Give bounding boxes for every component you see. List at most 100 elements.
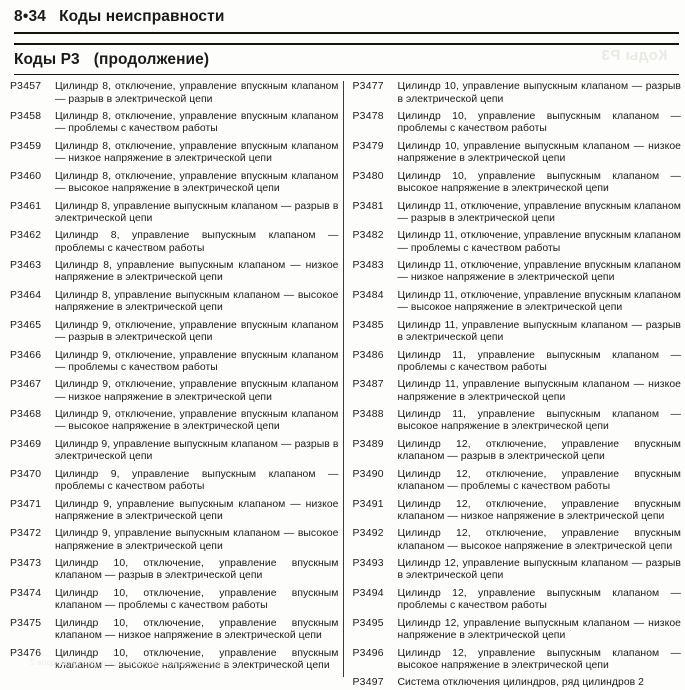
code-description: Цилиндр 11, отключение, управление впуск… bbox=[398, 290, 682, 314]
section-band: Коды Р3(продолжение) bbox=[14, 41, 679, 74]
code-id: P3497 bbox=[353, 677, 398, 689]
code-id: P3491 bbox=[353, 499, 398, 511]
code-id: P3462 bbox=[10, 230, 55, 242]
code-description: Цилиндр 8, отключение, управление впускн… bbox=[55, 111, 339, 135]
code-id: P3460 bbox=[10, 171, 55, 183]
section-rule-above bbox=[14, 43, 679, 45]
code-id: P3478 bbox=[353, 111, 398, 123]
code-id: P3489 bbox=[353, 439, 398, 451]
code-description: Цилиндр 12, отключение, управление впуск… bbox=[398, 469, 682, 493]
code-id: P3474 bbox=[10, 588, 55, 600]
code-id: P3475 bbox=[10, 618, 55, 630]
code-description: Цилиндр 8, отключение, управление впускн… bbox=[55, 81, 339, 105]
code-description: Цилиндр 12, отключение, управление впуск… bbox=[398, 528, 682, 552]
code-id: P3458 bbox=[10, 111, 55, 123]
code-id: P3461 bbox=[10, 201, 55, 213]
code-id: P3467 bbox=[10, 379, 55, 391]
code-id: P3468 bbox=[10, 409, 55, 421]
code-description: Цилиндр 9, отключение, управление впускн… bbox=[55, 409, 339, 433]
code-id: P3476 bbox=[10, 648, 55, 660]
code-description: Цилиндр 12, управление выпускным клапано… bbox=[398, 618, 682, 642]
code-description: Цилиндр 12, управление выпускным клапано… bbox=[398, 648, 682, 672]
section-rule-below bbox=[14, 74, 679, 76]
section-heading-label: Коды Р3 bbox=[14, 51, 80, 68]
code-description: Цилиндр 11, управление выпускным клапано… bbox=[398, 320, 682, 344]
code-id: P3469 bbox=[10, 439, 55, 451]
code-description: Цилиндр 9, управление выпускным клапаном… bbox=[55, 439, 339, 463]
code-id: P3486 bbox=[353, 350, 398, 362]
code-description: Цилиндр 10, управление выпускным клапано… bbox=[398, 171, 682, 195]
page-number: 8•34 bbox=[14, 8, 46, 26]
code-description: Цилиндр 10, отключение, управление впуск… bbox=[55, 588, 339, 612]
code-description: Цилиндр 9, отключение, управление впускн… bbox=[55, 320, 339, 344]
page-title: Коды неисправности bbox=[59, 8, 224, 26]
code-description: Цилиндр 11, управление выпускным клапано… bbox=[398, 409, 682, 433]
code-id: P3473 bbox=[10, 558, 55, 570]
code-id: P3466 bbox=[10, 350, 55, 362]
code-id: P3479 bbox=[353, 141, 398, 153]
code-description: Цилиндр 11, отключение, управление впуск… bbox=[398, 260, 682, 284]
code-description: Цилиндр 9, управление выпускным клапаном… bbox=[55, 499, 339, 523]
code-description: Цилиндр 9, отключение, управление впускн… bbox=[55, 379, 339, 403]
section-heading: Коды Р3(продолжение) bbox=[14, 51, 679, 69]
code-description: Цилиндр 12, управление выпускным клапано… bbox=[398, 588, 682, 612]
code-id: P3477 bbox=[353, 81, 398, 93]
code-description: Цилиндр 12, отключение, управление впуск… bbox=[398, 499, 682, 523]
code-description: Цилиндр 9, отключение, управление впускн… bbox=[55, 350, 339, 374]
code-description: Цилиндр 12, управление выпускным клапано… bbox=[398, 558, 682, 582]
code-description: Цилиндр 11, управление выпускным клапано… bbox=[398, 350, 682, 374]
code-description: Система отключения цилиндров, ряд цилинд… bbox=[398, 677, 682, 689]
code-description: Цилиндр 10, управление выпускным клапано… bbox=[398, 141, 682, 165]
code-id: P3488 bbox=[353, 409, 398, 421]
code-id: P3494 bbox=[353, 588, 398, 600]
code-id: P3463 bbox=[10, 260, 55, 272]
code-description: Цилиндр 8, управление выпускным клапаном… bbox=[55, 230, 339, 254]
code-id: P3492 bbox=[353, 528, 398, 540]
code-id: P3465 bbox=[10, 320, 55, 332]
code-description: Цилиндр 10, отключение, управление впуск… bbox=[55, 618, 339, 642]
code-id: P3464 bbox=[10, 290, 55, 302]
section-heading-continuation: (продолжение) bbox=[80, 51, 209, 68]
code-description: Цилиндр 10, управление выпускным клапано… bbox=[398, 81, 682, 105]
code-id: P3481 bbox=[353, 201, 398, 213]
code-id: P3493 bbox=[353, 558, 398, 570]
code-description: Цилиндр 10, отключение, управление впуск… bbox=[55, 648, 339, 672]
code-id: P3472 bbox=[10, 528, 55, 540]
code-description: Цилиндр 11, отключение, управление впуск… bbox=[398, 201, 682, 225]
code-id: P3459 bbox=[10, 141, 55, 153]
code-id: P3480 bbox=[353, 171, 398, 183]
code-id: P3457 bbox=[10, 81, 55, 93]
code-description: Цилиндр 9, управление выпускным клапаном… bbox=[55, 469, 339, 493]
code-description: Цилиндр 8, управление выпускным клапаном… bbox=[55, 201, 339, 225]
